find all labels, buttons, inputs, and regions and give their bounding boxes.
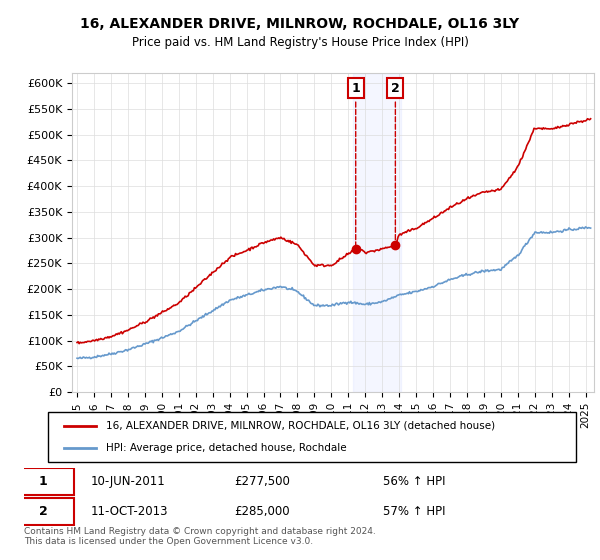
Text: 2: 2 xyxy=(39,505,47,517)
Text: Price paid vs. HM Land Registry's House Price Index (HPI): Price paid vs. HM Land Registry's House … xyxy=(131,36,469,49)
Text: £285,000: £285,000 xyxy=(234,505,289,517)
Text: 10-JUN-2011: 10-JUN-2011 xyxy=(90,475,165,488)
FancyBboxPatch shape xyxy=(48,412,576,462)
Text: £277,500: £277,500 xyxy=(234,475,290,488)
Text: 1: 1 xyxy=(352,82,360,246)
Text: 57% ↑ HPI: 57% ↑ HPI xyxy=(383,505,445,517)
Text: 2: 2 xyxy=(391,82,400,242)
Bar xyxy=(353,73,401,392)
Text: HPI: Average price, detached house, Rochdale: HPI: Average price, detached house, Roch… xyxy=(106,443,347,453)
Text: 56% ↑ HPI: 56% ↑ HPI xyxy=(383,475,445,488)
Text: 16, ALEXANDER DRIVE, MILNROW, ROCHDALE, OL16 3LY (detached house): 16, ALEXANDER DRIVE, MILNROW, ROCHDALE, … xyxy=(106,421,495,431)
Text: 16, ALEXANDER DRIVE, MILNROW, ROCHDALE, OL16 3LY: 16, ALEXANDER DRIVE, MILNROW, ROCHDALE, … xyxy=(80,17,520,31)
Text: 1: 1 xyxy=(39,475,47,488)
FancyBboxPatch shape xyxy=(13,468,74,495)
Text: 11-OCT-2013: 11-OCT-2013 xyxy=(90,505,168,517)
FancyBboxPatch shape xyxy=(13,498,74,525)
Text: Contains HM Land Registry data © Crown copyright and database right 2024.
This d: Contains HM Land Registry data © Crown c… xyxy=(24,526,376,546)
